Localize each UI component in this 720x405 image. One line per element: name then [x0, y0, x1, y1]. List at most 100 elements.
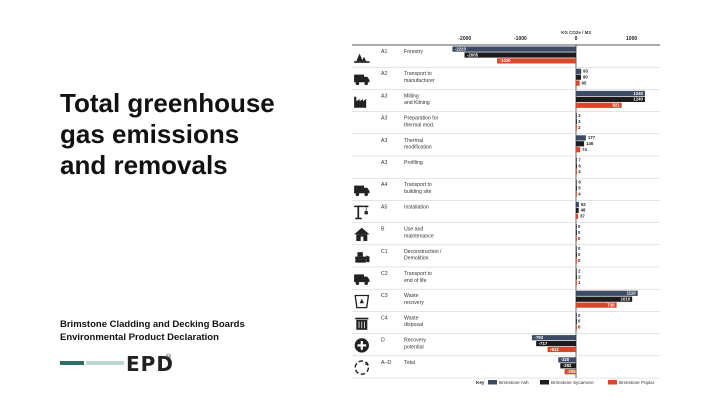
data-label: 146 — [586, 141, 594, 146]
wheel — [364, 81, 368, 86]
data-label: 1240 — [633, 97, 643, 102]
legend-key-label: Key — [476, 380, 485, 385]
bar — [560, 363, 576, 369]
bar — [576, 230, 577, 236]
tick-label: 1000 — [626, 36, 637, 42]
data-label: -793 — [534, 335, 543, 340]
bar — [576, 169, 577, 175]
bar — [576, 252, 577, 258]
tick-label: 0 — [575, 36, 578, 42]
wheel — [364, 281, 368, 285]
bar — [576, 207, 579, 213]
stage-label: manufacturer — [404, 78, 435, 84]
registered-mark: ® — [166, 354, 172, 361]
data-label: 0 — [578, 246, 581, 251]
data-label: 4 — [578, 191, 581, 196]
data-label: 0 — [578, 230, 581, 235]
bar — [576, 74, 582, 80]
bar — [576, 80, 580, 86]
bulldozer-icon — [355, 252, 370, 263]
data-label: 2 — [578, 268, 581, 273]
data-label: 7 — [578, 157, 581, 162]
trash-icon — [355, 317, 369, 330]
crane-jib — [354, 205, 369, 208]
stage-label: Waste — [404, 293, 419, 299]
data-label: 37 — [580, 214, 585, 219]
data-label: -2223 — [455, 46, 467, 51]
data-label: 90 — [583, 75, 588, 80]
bar — [547, 346, 576, 353]
truck-icon — [354, 185, 370, 197]
data-label: 6 — [578, 180, 581, 185]
forestry-icon — [354, 53, 370, 63]
bin-outline — [354, 294, 370, 309]
bar — [576, 179, 577, 185]
stage-label: Forestry — [404, 49, 423, 55]
truck-body — [354, 74, 364, 83]
bar — [576, 268, 577, 274]
bar — [576, 119, 577, 125]
stage-label: Deconstruction / — [404, 249, 442, 255]
crane-icon — [354, 205, 369, 220]
crane-mast — [357, 205, 360, 219]
bar — [576, 163, 577, 169]
epd-logo: EPD ® — [60, 352, 190, 376]
stage-code: A3 — [381, 116, 387, 122]
epd-logo-text: EPD — [126, 352, 174, 376]
stage-label: Total — [404, 360, 415, 366]
bar — [576, 185, 577, 191]
stage-code: A4 — [381, 182, 387, 188]
bar — [576, 302, 617, 308]
data-label: 0 — [578, 319, 581, 324]
axis-title: KG CO2e / M3 — [561, 30, 591, 35]
data-label: 2 — [578, 274, 581, 279]
epd-logo-bar — [60, 361, 84, 365]
stage-code: C3 — [381, 293, 388, 299]
data-label: 2 — [578, 125, 581, 130]
bar — [558, 357, 576, 363]
stage-label: potential — [404, 344, 424, 350]
legend-swatch — [608, 380, 617, 385]
door-shape — [360, 236, 364, 241]
bar — [576, 135, 586, 141]
bar — [576, 324, 577, 330]
ground-shape — [354, 61, 370, 63]
title-line: gas emissions — [60, 119, 240, 150]
truck-cab — [364, 187, 370, 194]
bar — [576, 90, 645, 97]
stage-label: building site — [404, 189, 432, 195]
data-label: 93 — [583, 69, 588, 74]
legend-swatch — [540, 380, 549, 385]
data-label: 0 — [578, 258, 581, 263]
bar — [576, 102, 622, 108]
wheel — [364, 192, 368, 197]
stage-label: recovery — [404, 300, 424, 306]
data-label: 1010 — [621, 297, 631, 302]
title-line: and removals — [60, 150, 228, 181]
stage-label: Profiling — [404, 160, 423, 166]
data-label: 1240 — [633, 91, 643, 96]
bar — [576, 96, 645, 102]
bar — [452, 46, 576, 52]
truck-body — [354, 274, 364, 283]
stage-code: A3 — [381, 138, 387, 144]
legend-label: Brimstone Sycamore — [551, 380, 594, 385]
data-label: -717 — [539, 341, 548, 346]
blade-shape — [366, 255, 370, 263]
data-label: 74 — [582, 147, 587, 152]
wheel — [355, 81, 360, 86]
bar — [576, 290, 638, 296]
stage-code: B — [381, 227, 385, 233]
stage-label: Transport to — [404, 71, 432, 77]
data-label: 3 — [578, 119, 581, 124]
recycle-mark — [359, 298, 364, 304]
plus-circle-icon — [354, 338, 369, 353]
bar — [564, 369, 576, 375]
recycle-bin-icon — [354, 294, 370, 309]
roof-shape — [354, 227, 370, 235]
stage-label: maintenance — [404, 233, 434, 239]
data-label: 6 — [578, 163, 581, 168]
wheel — [355, 281, 360, 285]
bar — [576, 280, 577, 286]
